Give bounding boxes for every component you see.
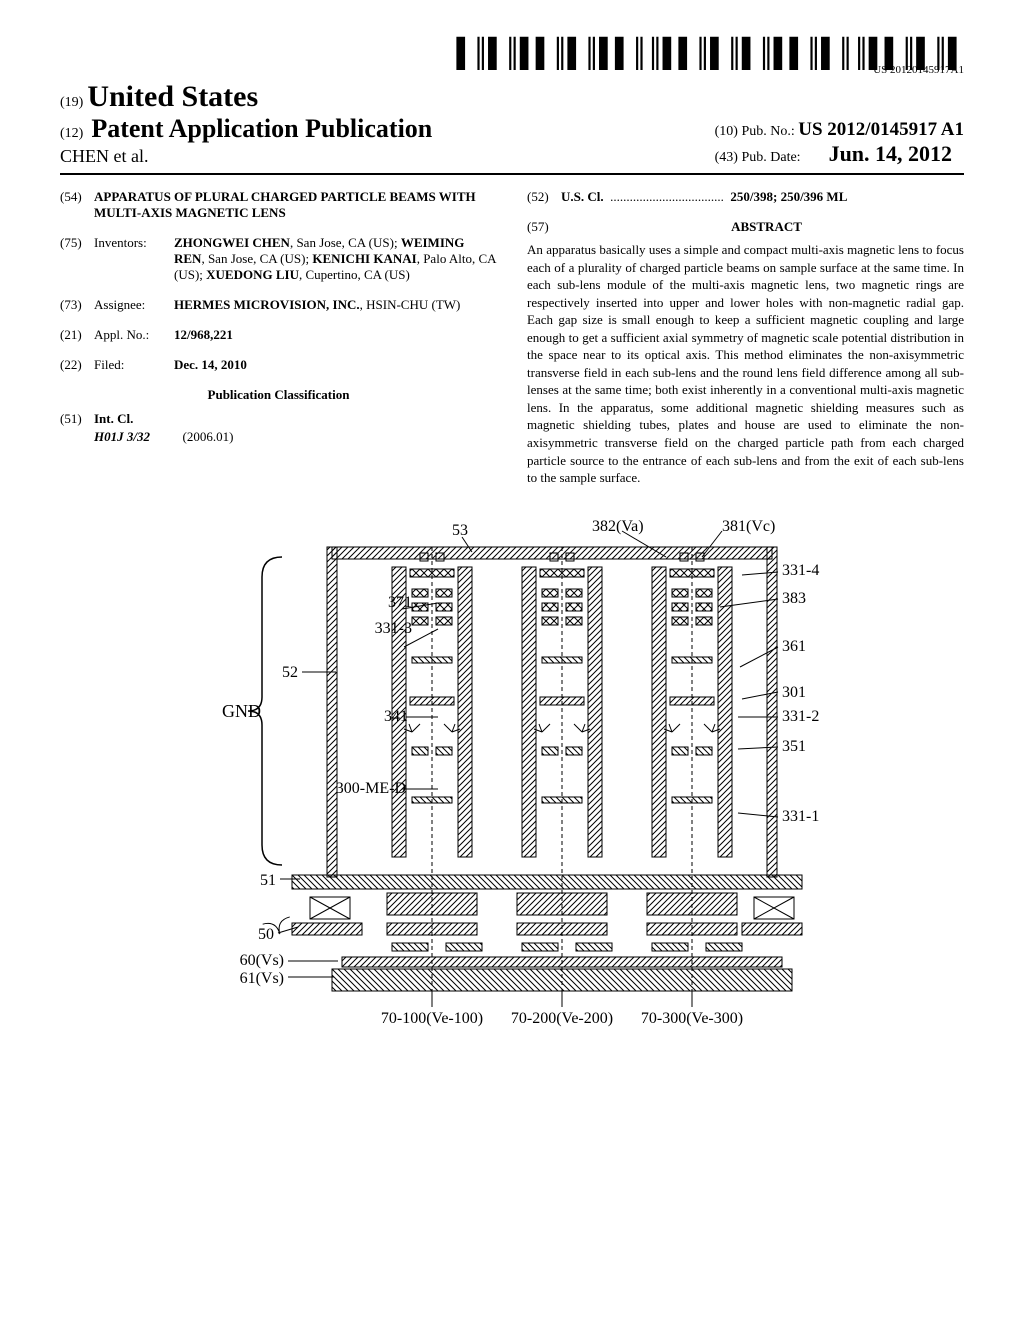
applno-label: Appl. No.: xyxy=(94,327,174,343)
fig-l331-1: 331-1 xyxy=(782,808,819,825)
header-pubno: US 2012/0145917 A1 xyxy=(798,119,964,140)
abstract-text: An apparatus basically uses a simple and… xyxy=(527,241,964,487)
intcl-code: H01J 3/32 xyxy=(94,429,150,444)
fig-l52: 52 xyxy=(282,664,298,681)
header-country: United States xyxy=(87,80,258,113)
num51: (51) xyxy=(60,411,94,427)
header-doctype: Patent Application Publication xyxy=(91,114,432,144)
uscl-label: U.S. Cl. xyxy=(561,189,604,204)
figure-svg: 53 382(Va) 381(Vc) 331-4 383 371 331-3 3… xyxy=(162,517,862,1037)
inventors-label: Inventors: xyxy=(94,235,174,283)
fig-l60: 60(Vs) xyxy=(240,952,284,969)
left-column: (54) APPARATUS OF PLURAL CHARGED PARTICL… xyxy=(60,189,497,487)
fig-l53: 53 xyxy=(452,522,468,539)
fig-l351: 351 xyxy=(782,738,806,755)
uscl-value: 250/398; 250/396 ML xyxy=(730,189,847,204)
filed: Dec. 14, 2010 xyxy=(174,357,247,372)
abstract-label: ABSTRACT xyxy=(569,219,964,235)
assignee-label: Assignee: xyxy=(94,297,174,313)
header-num10: (10) xyxy=(715,124,738,139)
fig-l70-100: 70-100(Ve-100) xyxy=(381,1010,483,1027)
fig-l50: 50 xyxy=(258,926,274,943)
header: (19) United States (12) Patent Applicati… xyxy=(60,80,964,175)
fig-l383: 383 xyxy=(782,590,806,607)
num52: (52) xyxy=(527,189,561,205)
header-num43: (43) xyxy=(715,150,738,165)
inventors: ZHONGWEI CHEN, San Jose, CA (US); WEIMIN… xyxy=(174,235,497,283)
num22: (22) xyxy=(60,357,94,373)
header-authors: CHEN et al. xyxy=(60,146,148,166)
fig-l70-200: 70-200(Ve-200) xyxy=(511,1010,613,1027)
fig-l61: 61(Vs) xyxy=(240,970,284,987)
fig-l361: 361 xyxy=(782,638,806,655)
fig-l371: 371 xyxy=(388,594,412,611)
num54: (54) xyxy=(60,189,94,221)
fig-l331-4: 331-4 xyxy=(782,562,819,579)
right-column: (52) U.S. Cl. ..........................… xyxy=(527,189,964,487)
header-num12: (12) xyxy=(60,126,83,142)
fig-l70-300: 70-300(Ve-300) xyxy=(641,1010,743,1027)
num57: (57) xyxy=(527,219,561,241)
assignee: HERMES MICROVISION, INC., HSIN-CHU (TW) xyxy=(174,297,497,313)
pubclass-title: Publication Classification xyxy=(60,387,497,403)
fig-l381: 381(Vc) xyxy=(722,518,775,535)
fig-lGND: GND xyxy=(222,701,261,721)
fig-l331-3: 331-3 xyxy=(375,620,412,637)
fig-l301: 301 xyxy=(782,684,806,701)
header-num19: (19) xyxy=(60,95,83,110)
intcl-label: Int. Cl. xyxy=(94,411,133,426)
invention-title: APPARATUS OF PLURAL CHARGED PARTICLE BEA… xyxy=(94,189,497,221)
fig-l300: 300-ME-D xyxy=(336,780,406,797)
filed-label: Filed: xyxy=(94,357,174,373)
num73: (73) xyxy=(60,297,94,313)
applno: 12/968,221 xyxy=(174,327,233,342)
fig-l331-2: 331-2 xyxy=(782,708,819,725)
header-pubdate-label: Pub. Date: xyxy=(741,150,800,165)
fig-l341: 341 xyxy=(384,708,408,725)
fig-l382: 382(Va) xyxy=(592,518,644,535)
header-pubdate: Jun. 14, 2012 xyxy=(829,141,952,166)
intcl-year: (2006.01) xyxy=(182,429,233,444)
fig-l51: 51 xyxy=(260,872,276,889)
figure: 53 382(Va) 381(Vc) 331-4 383 371 331-3 3… xyxy=(60,517,964,1037)
num75: (75) xyxy=(60,235,94,283)
num21: (21) xyxy=(60,327,94,343)
header-pubno-label: Pub. No.: xyxy=(741,124,794,139)
